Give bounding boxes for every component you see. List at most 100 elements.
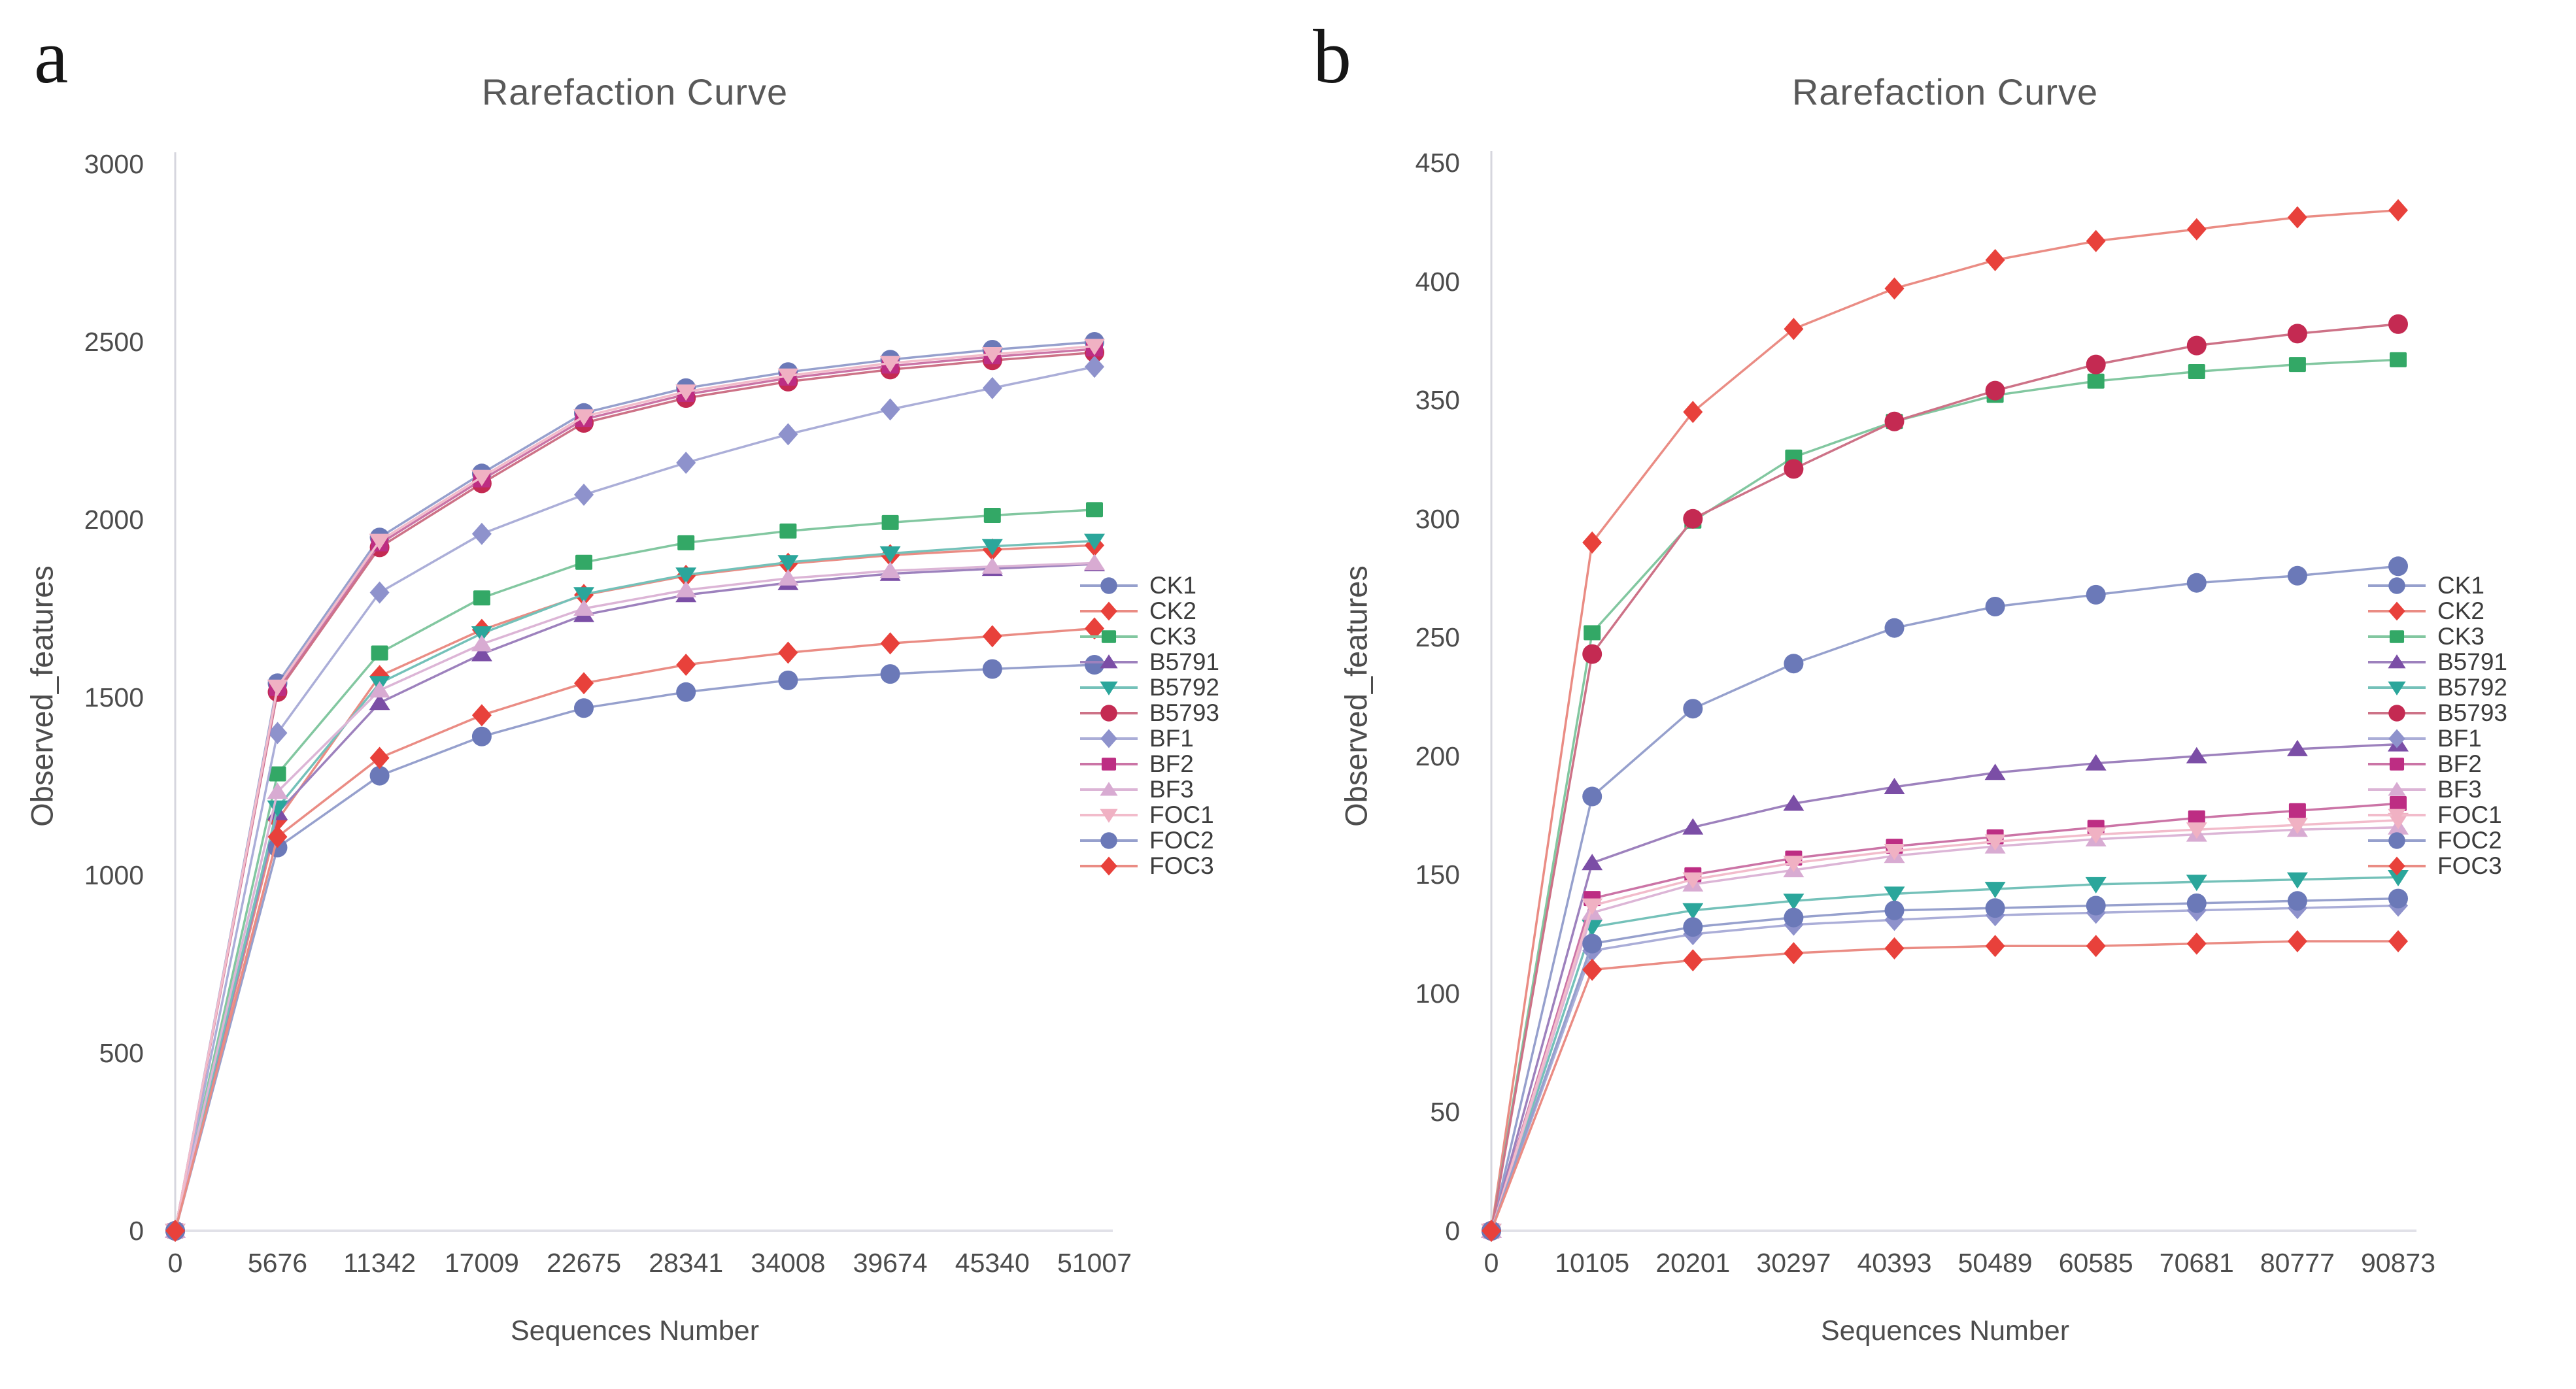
legend-square-icon <box>2368 757 2426 771</box>
legend-item-B5793: B5793 <box>1077 700 1219 726</box>
legend-diamond-icon <box>2368 856 2426 875</box>
y-tick-label: 250 <box>1415 622 1460 653</box>
legend-square-icon <box>1080 629 1138 643</box>
x-tick-label: 80777 <box>2260 1248 2335 1278</box>
y-tick-label: 2500 <box>84 327 144 357</box>
y-tick-label: 500 <box>99 1038 144 1068</box>
y-tick-label: 1500 <box>84 682 144 712</box>
x-tick-label: 39674 <box>853 1248 928 1278</box>
x-tick-label: 34008 <box>751 1248 826 1278</box>
panel-b-title: Rarefaction Curve <box>1791 71 2099 112</box>
legend-triangle-down-icon <box>2368 681 2426 695</box>
legend-triangle-down-icon <box>1080 681 1138 695</box>
legend-label: BF3 <box>1149 776 1194 803</box>
panel-a-x-axis-label: Sequences Number <box>510 1315 760 1347</box>
legend-item-FOC1: FOC1 <box>1077 802 1219 828</box>
legend-circle-icon <box>2368 577 2426 594</box>
legend-label: FOC2 <box>2437 827 2502 854</box>
legend-item-FOC3: FOC3 <box>2365 853 2507 879</box>
legend-item-BF3: BF3 <box>1077 777 1219 802</box>
legend-label: B5793 <box>2437 699 2507 726</box>
legend-label: BF3 <box>2437 776 2482 803</box>
legend-triangle-up-icon <box>2368 781 2426 795</box>
legend-label: CK3 <box>1149 623 1196 650</box>
legend-circle-icon <box>2368 704 2426 722</box>
y-tick-label: 0 <box>129 1216 144 1246</box>
legend-triangle-down-icon <box>1080 809 1138 823</box>
y-tick-label: 2000 <box>84 505 144 535</box>
panel-a-legend: CK1 CK2 CK3 B5791 B5792 B5793 BF1 BF2 BF3 FOC1 FOC… <box>1077 573 1219 879</box>
y-tick-label: 200 <box>1415 741 1460 771</box>
legend-label: CK1 <box>1149 572 1196 599</box>
legend-diamond-icon <box>2368 601 2426 620</box>
y-tick-label: 1000 <box>84 860 144 890</box>
x-tick-label: 11342 <box>343 1248 416 1278</box>
legend-label: FOC1 <box>1149 801 1214 828</box>
legend-circle-icon <box>1080 704 1138 722</box>
legend-label: B5791 <box>2437 648 2507 675</box>
legend-item-FOC2: FOC2 <box>2365 828 2507 853</box>
legend-label: CK2 <box>2437 597 2484 624</box>
legend-circle-icon <box>2368 831 2426 849</box>
legend-item-CK1: CK1 <box>2365 573 2507 598</box>
x-tick-label: 60585 <box>2058 1248 2133 1278</box>
x-tick-label: 40393 <box>1857 1248 1932 1278</box>
y-tick-label: 150 <box>1415 860 1460 890</box>
legend-diamond-icon <box>1080 729 1138 748</box>
legend-item-CK2: CK2 <box>1077 598 1219 624</box>
legend-item-CK3: CK3 <box>2365 624 2507 649</box>
x-tick-label: 51007 <box>1057 1248 1132 1278</box>
x-tick-label: 10105 <box>1555 1248 1630 1278</box>
legend-label: BF2 <box>1149 750 1194 777</box>
panel-a-title: Rarefaction Curve <box>481 71 788 112</box>
legend-label: FOC3 <box>2437 852 2502 879</box>
legend-label: CK3 <box>2437 623 2484 650</box>
legend-triangle-up-icon <box>1080 781 1138 795</box>
x-tick-label: 17009 <box>444 1248 519 1278</box>
legend-label: FOC1 <box>2437 801 2502 828</box>
x-tick-label: 70681 <box>2159 1248 2234 1278</box>
legend-label: B5793 <box>1149 699 1219 726</box>
y-tick-label: 50 <box>1430 1097 1460 1128</box>
x-tick-label: 5676 <box>247 1248 308 1278</box>
legend-item-FOC2: FOC2 <box>1077 828 1219 853</box>
legend-item-B5792: B5792 <box>2365 675 2507 700</box>
x-tick-label: 30297 <box>1756 1248 1831 1278</box>
y-tick-label: 450 <box>1415 148 1460 178</box>
x-tick-label: 28341 <box>649 1248 724 1278</box>
legend-label: CK1 <box>2437 572 2484 599</box>
legend-item-CK3: CK3 <box>1077 624 1219 649</box>
legend-triangle-up-icon <box>1080 654 1138 668</box>
legend-label: B5791 <box>1149 648 1219 675</box>
y-tick-label: 3000 <box>84 149 144 179</box>
legend-label: B5792 <box>2437 674 2507 701</box>
legend-item-BF2: BF2 <box>1077 751 1219 777</box>
legend-item-B5791: B5791 <box>1077 649 1219 675</box>
legend-circle-icon <box>1080 831 1138 849</box>
legend-item-B5792: B5792 <box>1077 675 1219 700</box>
legend-circle-icon <box>1080 577 1138 594</box>
legend-square-icon <box>2368 629 2426 643</box>
legend-diamond-icon <box>2368 729 2426 748</box>
x-tick-label: 50489 <box>1957 1248 2033 1278</box>
legend-label: FOC3 <box>1149 852 1214 879</box>
legend-item-BF1: BF1 <box>2365 726 2507 751</box>
y-tick-label: 350 <box>1415 385 1460 416</box>
legend-item-BF3: BF3 <box>2365 777 2507 802</box>
legend-item-BF1: BF1 <box>1077 726 1219 751</box>
legend-item-CK2: CK2 <box>2365 598 2507 624</box>
legend-triangle-down-icon <box>2368 809 2426 823</box>
legend-label: FOC2 <box>1149 827 1214 854</box>
panel-b-y-axis-label: Observed_features <box>1338 565 1374 827</box>
legend-item-B5793: B5793 <box>2365 700 2507 726</box>
x-tick-label: 22675 <box>547 1248 622 1278</box>
legend-item-FOC1: FOC1 <box>2365 802 2507 828</box>
legend-diamond-icon <box>1080 601 1138 620</box>
y-tick-label: 400 <box>1415 266 1460 297</box>
legend-item-B5791: B5791 <box>2365 649 2507 675</box>
y-tick-label: 100 <box>1415 978 1460 1009</box>
panel-b-x-axis-label: Sequences Number <box>1820 1315 2070 1347</box>
panel-a-letter: a <box>34 14 69 99</box>
legend-item-CK1: CK1 <box>1077 573 1219 598</box>
